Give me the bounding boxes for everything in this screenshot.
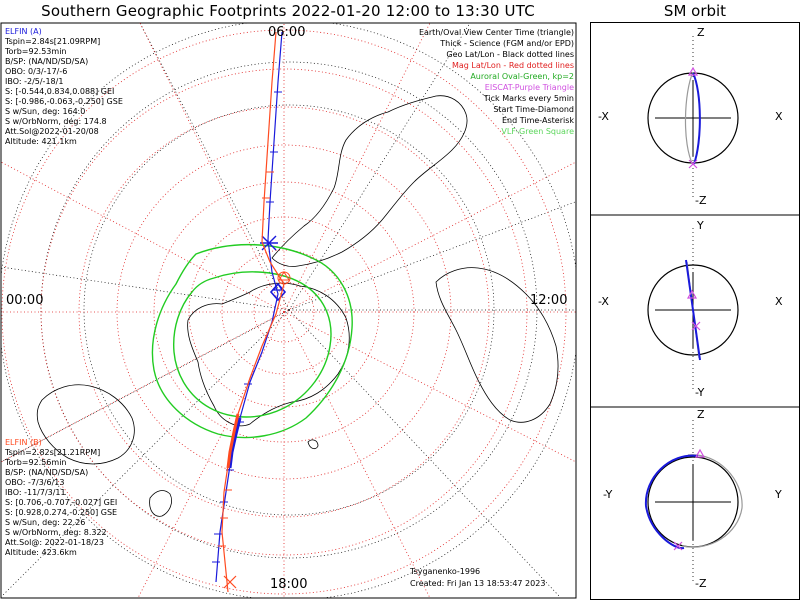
sm-panel-xz [647,36,739,200]
sm1-top-label: Z [697,26,705,39]
legend-item: End Time-Asterisk [501,116,574,125]
elfin-b-line: S w/OrbNorm, deg: 8.322 [5,528,107,537]
legend-item: EISCAT-Purple Triangle [484,83,574,92]
sm-end-asterisk [673,541,683,551]
legend-item: Auroral Oval-Green, kp=2 [470,72,574,81]
elfin-b-line: Tspin=2.82s[21.21RPM] [5,448,101,457]
legend-item: Start Time-Diamond [493,105,574,114]
clock-label-right: 12:00 [530,293,568,308]
elfin-b-end-asterisk [223,575,237,589]
elfin-a-line: S w/OrbNorm, deg: 174.8 [5,117,107,126]
elfin-a-line: S w/Sun, deg: 164.0 [5,107,86,116]
elfin-a-line: OBO: 0/3/-17/-6 [5,67,68,76]
sm-orbit-elfin-a [685,259,701,361]
elfin-a-line: IBO: -2/5/-18/1 [5,77,64,86]
sm2-right-label: X [775,295,783,308]
legend-item: Geo Lat/Lon - Black dotted lines [446,50,574,59]
sm-end-asterisk [691,321,701,331]
sm2-left-label: -X [598,295,609,308]
sm1-right-label: X [775,110,783,123]
elfin-b-line: B/SP: (NA/ND/SD/SA) [5,468,89,477]
sm3-left-label: -Y [603,488,613,501]
footprint-map [0,22,577,599]
clock-label-bottom: 18:00 [270,577,308,592]
sm-orbit-elfin-b [684,71,694,166]
legend-item: Mag Lat/Lon - Red dotted lines [451,61,574,70]
elfin-b-line: Altitude: 423.6km [5,548,77,557]
australia-coastline [36,384,135,465]
elfin-b-line: S: [0.706,-0.707,-0.027] GEI [5,498,118,507]
sm-orbit-panels [590,22,800,600]
elfin-b-track [218,31,291,593]
footer-created: Created: Fri Jan 13 18:53:47 2023 [410,579,546,588]
elfin-b-line: IBO: -11/7/3/11 [5,488,66,497]
sm-panel-xy [647,228,739,392]
auroral-oval-outer [151,243,353,439]
plot-title: Southern Geographic Footprints 2022-01-2… [41,2,535,20]
legend-item: Thick - Science (FGM and/or EPD) [440,39,574,48]
antarctica-coastline [187,282,350,427]
elfin-b-line: OBO: -7/3/6/13 [5,478,65,487]
sm-start-triangle [694,448,706,458]
mag-grid [1,23,576,598]
sm1-left-label: -X [598,110,609,123]
elfin-a-line: S: [-0.986,-0.063,-0.250] GSE [5,97,123,106]
elfin-a-line: Att.Sol@2022-01-20/08 [5,127,99,136]
elfin-b-line: Att.Sol@: 2022-01-18/23 [5,538,104,547]
sm-start-triangle [686,289,698,299]
coastlines [36,95,559,517]
sm3-right-label: Y [775,488,782,501]
elfin-a-name: ELFIN (A) [5,27,42,36]
legend-item: VLF-Green Square [501,127,574,136]
sm-orbit-elfin-a [644,454,699,550]
sm-orbit-title: SM orbit [663,2,727,20]
elfin-a-line: S: [-0.544,0.834,0.088] GEI [5,87,115,96]
elfin-a-line: B/SP: (NA/ND/SD/SA) [5,57,89,66]
elfin-a-line: Altitude: 421.1km [5,137,77,146]
elfin-b-center-triangle [278,271,290,281]
sm-orbit-elfin-a [692,72,701,165]
legend-item: Earth/Oval View Center Time (triangle) [418,28,574,37]
elfin-b-line: S: [0.928,0.274,-0.250] GSE [5,508,118,517]
sm2-top-label: Y [697,219,704,232]
elfin-a-center-triangle [272,282,284,291]
elfin-b-name: ELFIN (B) [5,438,42,447]
footer-model: Tsyganenko-1996 [410,567,481,576]
elfin-a-info: ELFIN (A) Tspin=2.84s[21.09RPM] Torb=92.… [5,27,123,147]
island-coastline [307,439,319,450]
sm2-bottom-label: -Y [695,386,705,399]
sm-panel-yz [644,420,743,584]
new-zealand-coastline [149,490,172,517]
elfin-b-info: ELFIN (B) Tspin=2.82s[21.21RPM] Torb=92.… [5,438,117,558]
sm1-bottom-label: -Z [695,194,707,207]
elfin-b-science-segment [226,413,240,469]
legend: Earth/Oval View Center Time (triangle) T… [419,27,574,137]
elfin-a-line: Torb=92.53min [5,47,67,56]
elfin-b-line: Torb=92.56min [5,458,67,467]
auroral-oval-inner [172,271,332,418]
clock-label-left: 00:00 [6,293,44,308]
sm3-bottom-label: -Z [695,577,707,590]
africa-coastline [435,267,559,423]
elfin-a-line: Tspin=2.84s[21.09RPM] [5,37,101,46]
clock-label-top: 06:00 [268,25,306,40]
sm3-top-label: Z [697,408,705,421]
elfin-b-track-line [221,31,285,593]
sm-orbit-elfin-b [681,454,743,548]
auroral-oval [151,243,353,439]
elfin-b-line: S w/Sun, deg: 22.26 [5,518,86,527]
sm-end-asterisk [688,159,698,169]
sm-start-triangle [687,66,699,76]
south-america-coastline [271,95,468,267]
legend-item: Tick Marks every 5min [483,94,574,103]
elfin-a-science-segment [228,417,242,469]
